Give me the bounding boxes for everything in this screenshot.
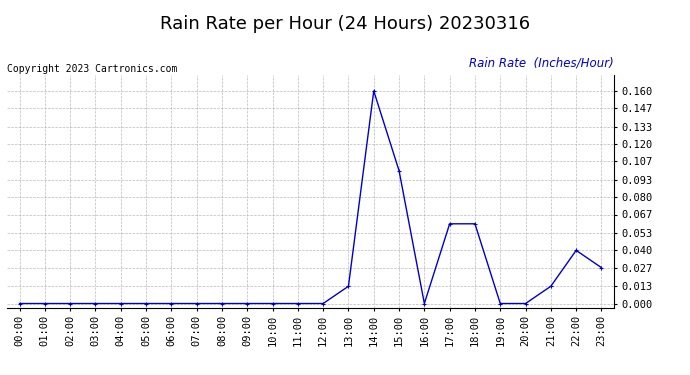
- Text: Copyright 2023 Cartronics.com: Copyright 2023 Cartronics.com: [7, 64, 177, 74]
- Text: Rain Rate  (Inches/Hour): Rain Rate (Inches/Hour): [469, 56, 614, 69]
- Text: Rain Rate per Hour (24 Hours) 20230316: Rain Rate per Hour (24 Hours) 20230316: [160, 15, 530, 33]
